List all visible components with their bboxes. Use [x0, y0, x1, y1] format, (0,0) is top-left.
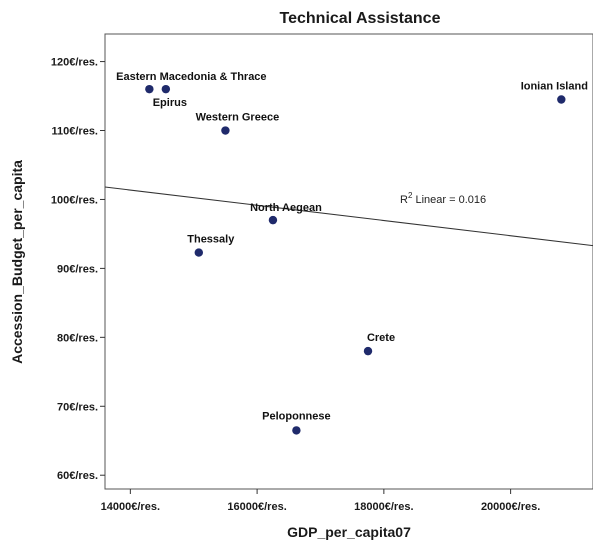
data-point	[363, 346, 373, 356]
point-label: Western Greece	[196, 112, 280, 124]
data-points: Eastern Macedonia & Thrace Epirus Western …	[116, 71, 588, 435]
x-tick-label: 16000€/res.	[227, 501, 286, 513]
plot-frame	[104, 33, 593, 490]
y-tick-label: 90€/res.	[57, 263, 98, 275]
linear-fit-line	[104, 186, 593, 247]
x-axis-label: GDP_per_capita07	[287, 524, 411, 540]
point-label: Ionian Island	[521, 80, 588, 92]
data-point	[557, 95, 566, 104]
x-tick-label: 14000€/res.	[101, 501, 160, 513]
x-tick-label: 20000€/res.	[481, 501, 540, 513]
point-label: Peloponnese	[262, 410, 330, 422]
fit-line-label: R2 Linear = 0.016	[400, 191, 486, 206]
point-label: Epirus	[153, 97, 187, 109]
y-tick-label: 120€/res.	[51, 57, 98, 69]
y-axis-label: Accession_Budget_per_capita	[9, 160, 25, 364]
point-label: Thessaly	[187, 234, 235, 246]
y-tick-label: 70€/res.	[57, 401, 98, 413]
y-tick-label: 110€/res.	[52, 126, 99, 138]
data-point	[221, 126, 230, 135]
data-point	[268, 215, 278, 225]
point-label: Crete	[367, 332, 395, 344]
point-label: Eastern Macedonia & Thrace	[116, 71, 266, 83]
y-tick-label: 80€/res.	[57, 332, 98, 344]
data-point	[145, 84, 154, 94]
x-tick-label: 18000€/res.	[354, 501, 413, 513]
y-tick-label: 100€/res.	[51, 194, 98, 206]
y-axis: 60€/res. 70€/res. 80€/res. 90€/res. 100€/res…	[51, 57, 105, 482]
data-point	[292, 426, 301, 435]
data-point	[194, 248, 203, 257]
x-axis: 14000€/res. 16000€/res. 18000€/res. 20000€/…	[101, 489, 540, 513]
data-point	[161, 84, 171, 94]
point-label: North Aegean	[250, 202, 322, 214]
chart-title: Technical Assistance	[280, 10, 441, 27]
y-tick-label: 60€/res.	[57, 470, 98, 482]
